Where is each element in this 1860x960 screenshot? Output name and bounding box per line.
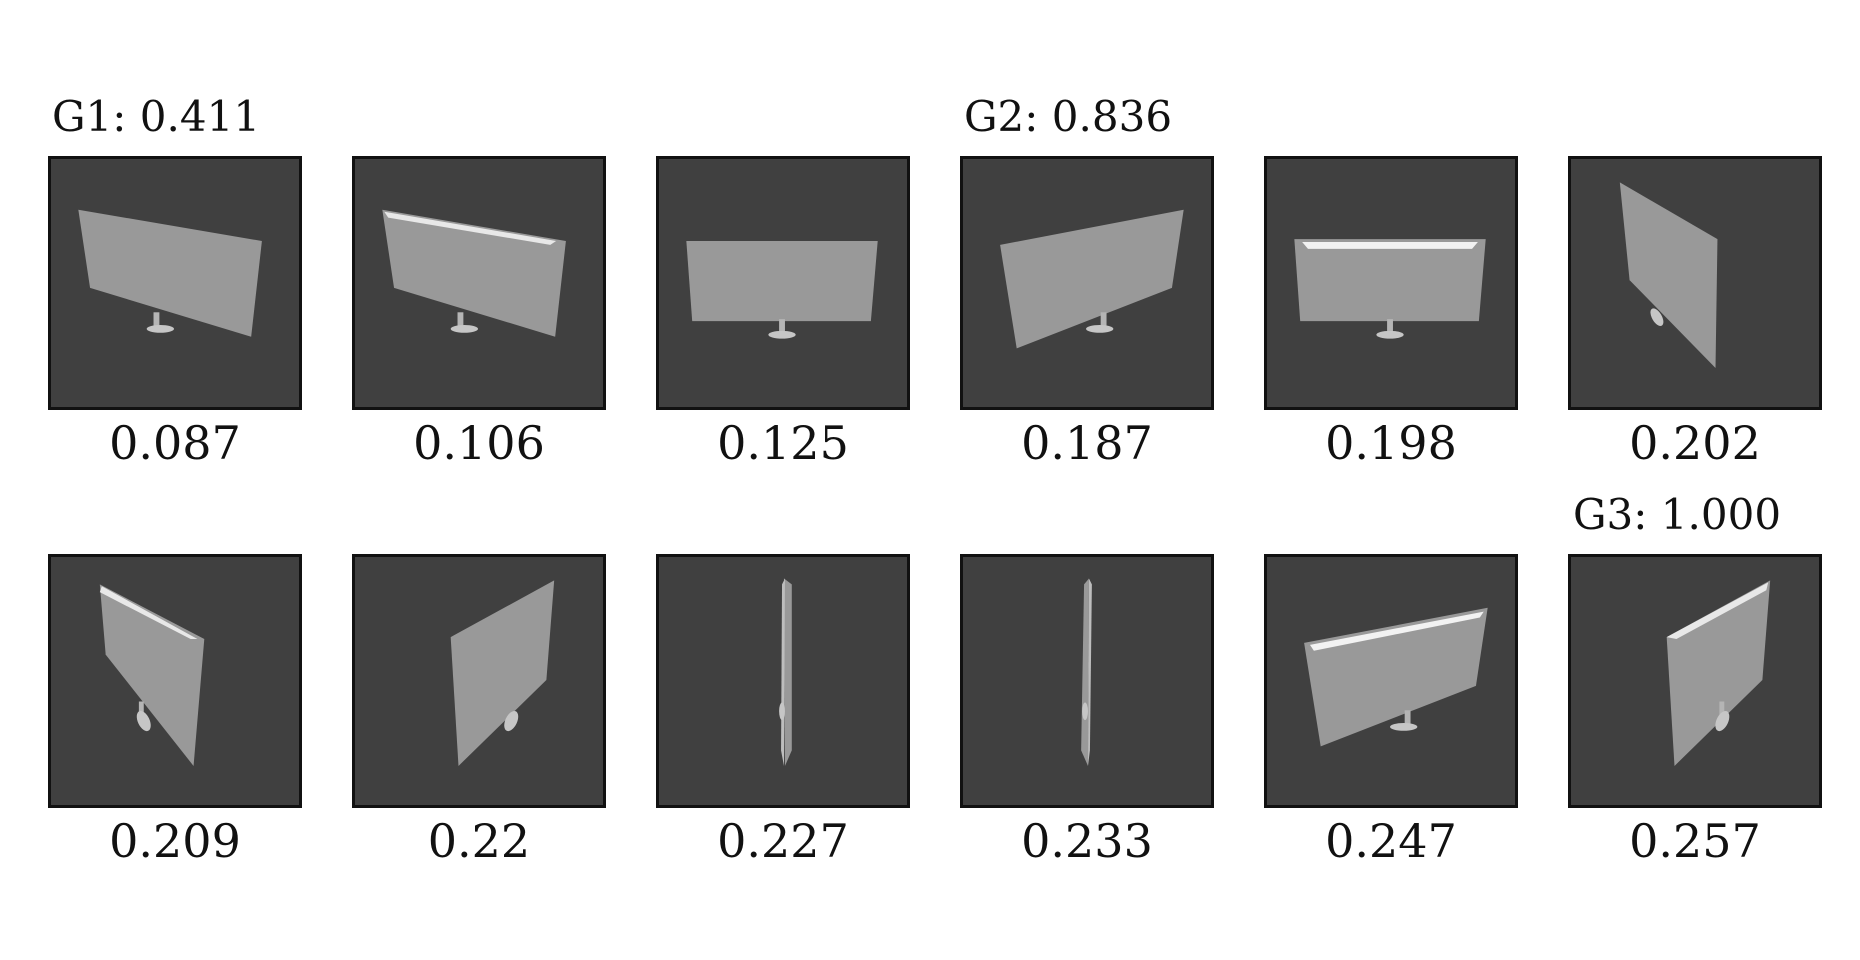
view-tile bbox=[48, 554, 302, 808]
view-tile bbox=[48, 156, 302, 410]
view-tile bbox=[1568, 156, 1822, 410]
group-label-g2: G2: 0.836 bbox=[964, 96, 1172, 138]
tile-score: 0.087 bbox=[109, 416, 241, 470]
group-label-g2-name: G2: bbox=[964, 92, 1039, 141]
group-label-g2-value: 0.836 bbox=[1051, 92, 1173, 141]
tile-score: 0.209 bbox=[109, 814, 241, 868]
tv-side-steep-render bbox=[1619, 182, 1718, 368]
group-label-g3-value: 1.000 bbox=[1660, 490, 1782, 539]
tile-score: 0.187 bbox=[1021, 416, 1153, 470]
tv-side-left-top-edge-render bbox=[99, 584, 205, 766]
view-tile bbox=[352, 156, 606, 410]
tile-score: 0.202 bbox=[1629, 416, 1761, 470]
view-tile bbox=[656, 156, 910, 410]
tile-score: 0.22 bbox=[427, 814, 531, 868]
view-tile bbox=[1264, 554, 1518, 808]
group-label-g1-name: G1: bbox=[52, 92, 127, 141]
group-label-g3: G3: 1.000 bbox=[1573, 494, 1781, 536]
tv-edge-on-render bbox=[1081, 578, 1092, 766]
tile-score: 0.233 bbox=[1021, 814, 1153, 868]
tv-front-render bbox=[686, 241, 878, 339]
view-tile bbox=[960, 156, 1214, 410]
group-label-g3-name: G3: bbox=[1573, 490, 1648, 539]
tile-score: 0.198 bbox=[1325, 416, 1457, 470]
view-tile bbox=[656, 554, 910, 808]
tile-score: 0.227 bbox=[717, 814, 849, 868]
tv-angled-left-render bbox=[78, 209, 262, 337]
view-tile bbox=[352, 554, 606, 808]
tile-score: 0.125 bbox=[717, 416, 849, 470]
tv-side-right-top-edge-render bbox=[1666, 580, 1771, 766]
view-tile bbox=[1568, 554, 1822, 808]
tv-front-top-edge-render bbox=[1294, 239, 1486, 339]
tv-angled-right-top-edge-render bbox=[1304, 607, 1488, 747]
tile-score: 0.106 bbox=[413, 416, 545, 470]
tile-score: 0.257 bbox=[1629, 814, 1761, 868]
view-tile bbox=[1264, 156, 1518, 410]
tv-angled-right-render bbox=[1000, 209, 1184, 349]
tile-score: 0.247 bbox=[1325, 814, 1457, 868]
view-tile bbox=[960, 554, 1214, 808]
tv-angled-left-top-edge-render bbox=[382, 209, 566, 337]
tv-edge-on-render bbox=[779, 578, 792, 766]
tv-side-right-render bbox=[450, 580, 555, 766]
group-label-g1: G1: 0.411 bbox=[52, 96, 260, 138]
group-label-g1-value: 0.411 bbox=[139, 92, 261, 141]
